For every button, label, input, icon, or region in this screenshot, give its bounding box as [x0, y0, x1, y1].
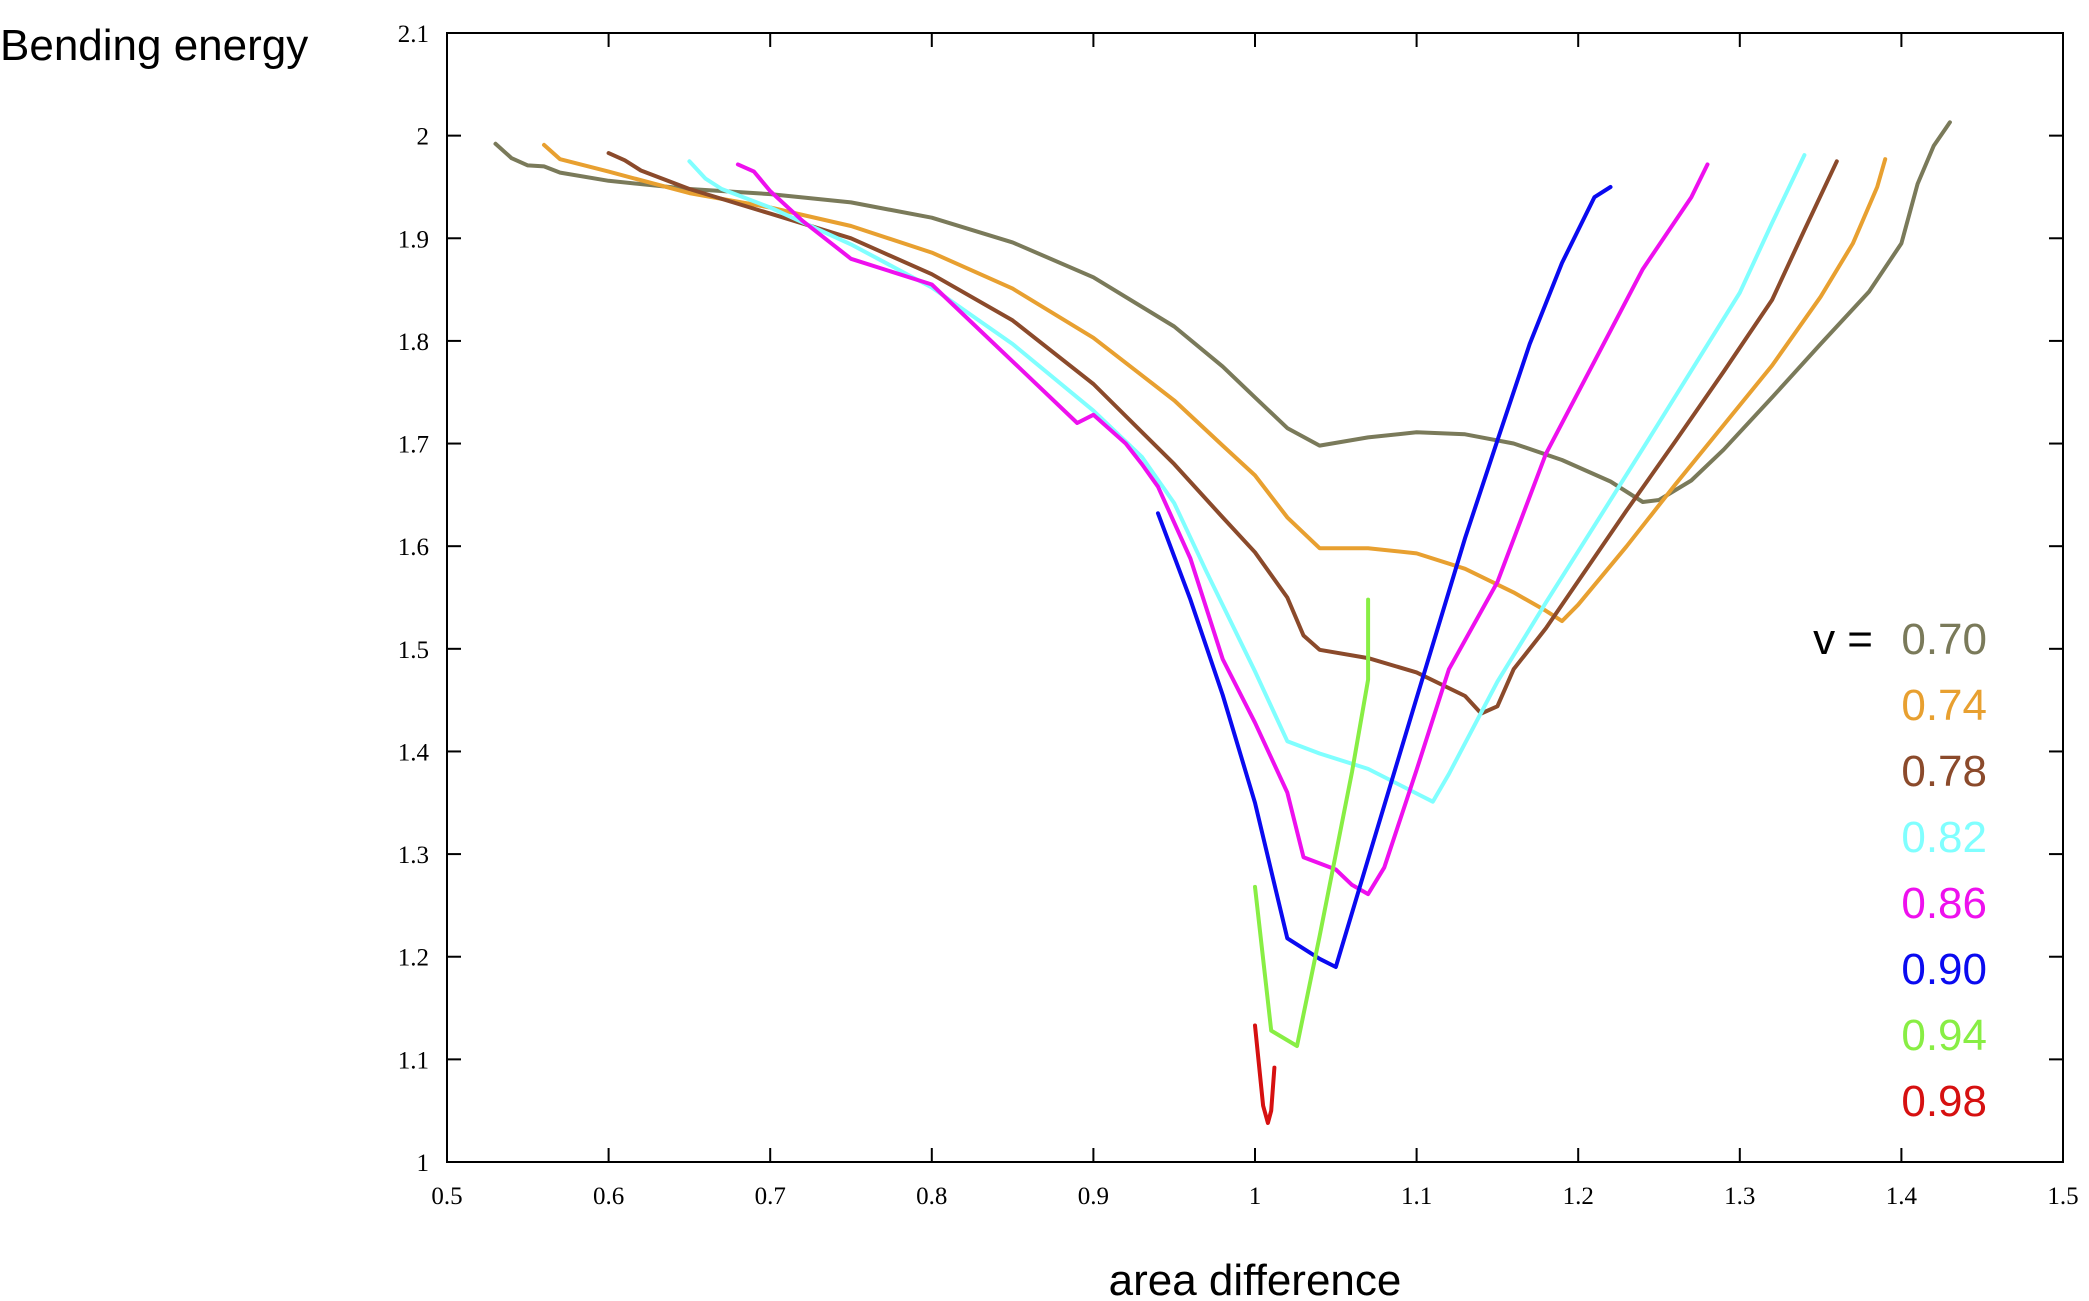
plot-area-frame	[446, 32, 2064, 1163]
y-tick-label: 1.6	[398, 534, 429, 561]
legend-entry: 0.74	[1901, 681, 1987, 730]
legend-entry: 0.78	[1901, 747, 1987, 796]
x-tick-label: 1.2	[1563, 1183, 1594, 1210]
legend-entry: 0.90	[1901, 945, 1987, 994]
series-line-v-0-94	[1253, 597, 1371, 1048]
x-axis-title: area difference	[1109, 1256, 1402, 1301]
data-series	[493, 120, 1952, 1125]
y-tick-label: 1.3	[398, 842, 429, 869]
y-tick-label: 1.8	[398, 329, 429, 356]
legend-entry: 0.82	[1901, 813, 1987, 862]
x-tick-label: 0.5	[431, 1183, 462, 1210]
legend-entry: 0.70	[1901, 615, 1987, 664]
x-tick-label: 1.3	[1724, 1183, 1755, 1210]
x-tick-label: 1.4	[1886, 1183, 1918, 1210]
legend-entry: 0.98	[1901, 1077, 1987, 1126]
x-tick-label: 1.5	[2047, 1183, 2078, 1210]
legend-prefix: v =	[1813, 615, 1873, 664]
x-tick-label: 0.8	[916, 1183, 947, 1210]
x-tick-label: 0.7	[755, 1183, 786, 1210]
series-line-v-0-90	[1156, 185, 1613, 969]
series-line-v-0-98	[1253, 1023, 1277, 1125]
axis-ticks: 0.5 0.6 0.7 0.8 0.9 1 1.1 1.2 1.3 1.4 1.5 1 1.1 1.2 1.…	[398, 21, 2079, 1210]
series-line-v-0-74	[542, 142, 1888, 624]
series-line-v-0-86	[735, 162, 1710, 897]
legend: v = 0.70 0.74 0.78 0.82 0.86 0.90 0.94 0.98	[1813, 615, 1987, 1126]
y-tick-label: 1.2	[398, 945, 429, 972]
x-tick-label: 1	[1249, 1183, 1262, 1210]
y-tick-label: 1.7	[398, 432, 429, 459]
y-tick-label: 1.9	[398, 226, 429, 253]
y-tick-label: 1.4	[398, 739, 430, 766]
x-tick-label: 0.9	[1078, 1183, 1109, 1210]
legend-entry: 0.86	[1901, 879, 1987, 928]
y-tick-label: 2	[417, 124, 430, 151]
series-line-v-0-70	[493, 120, 1952, 504]
y-axis-title: Bending energy	[0, 21, 308, 70]
x-tick-label: 1.1	[1401, 1183, 1432, 1210]
legend-entry: 0.94	[1901, 1011, 1987, 1060]
x-tick-label: 0.6	[593, 1183, 624, 1210]
y-tick-label: 1	[417, 1150, 430, 1177]
y-tick-label: 2.1	[398, 21, 429, 48]
y-tick-label: 1.1	[398, 1047, 429, 1074]
y-tick-label: 1.5	[398, 637, 429, 664]
series-line-v-0-82	[687, 153, 1807, 804]
